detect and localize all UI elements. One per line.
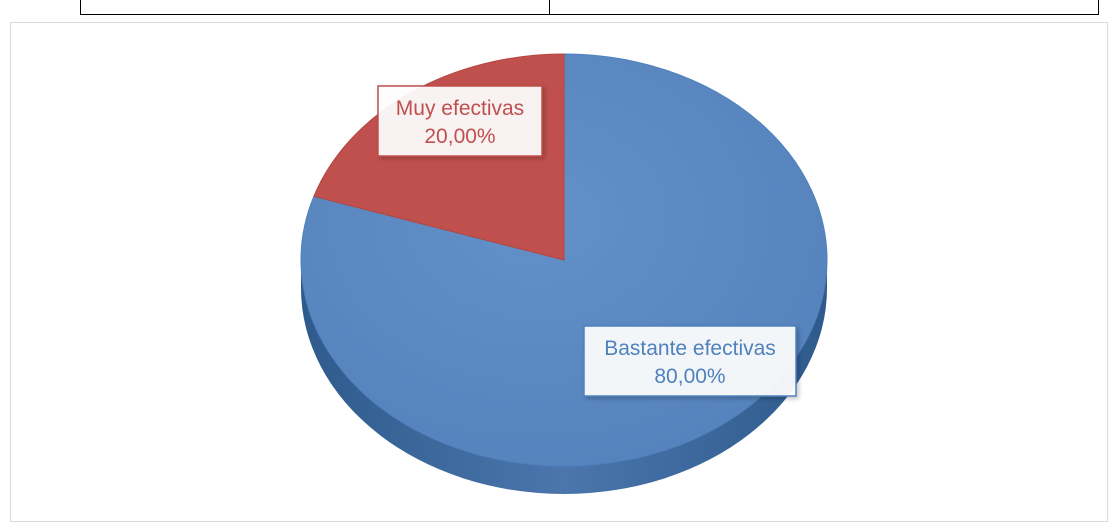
document-table-fragment — [80, 0, 1099, 15]
table-column-divider — [549, 0, 550, 14]
data-label-box — [583, 325, 797, 397]
data-label-percent: 80,00% — [654, 365, 725, 388]
data-label-percent: 20,00% — [424, 125, 495, 148]
data-label-category: Muy efectivas — [396, 97, 524, 120]
data-label-box — [377, 85, 543, 157]
data-label-muy-efectivas: Muy efectivas 20,00% — [377, 85, 543, 157]
data-label-category: Bastante efectivas — [604, 337, 776, 360]
data-label-bastante-efectivas: Bastante efectivas 80,00% — [583, 325, 797, 397]
